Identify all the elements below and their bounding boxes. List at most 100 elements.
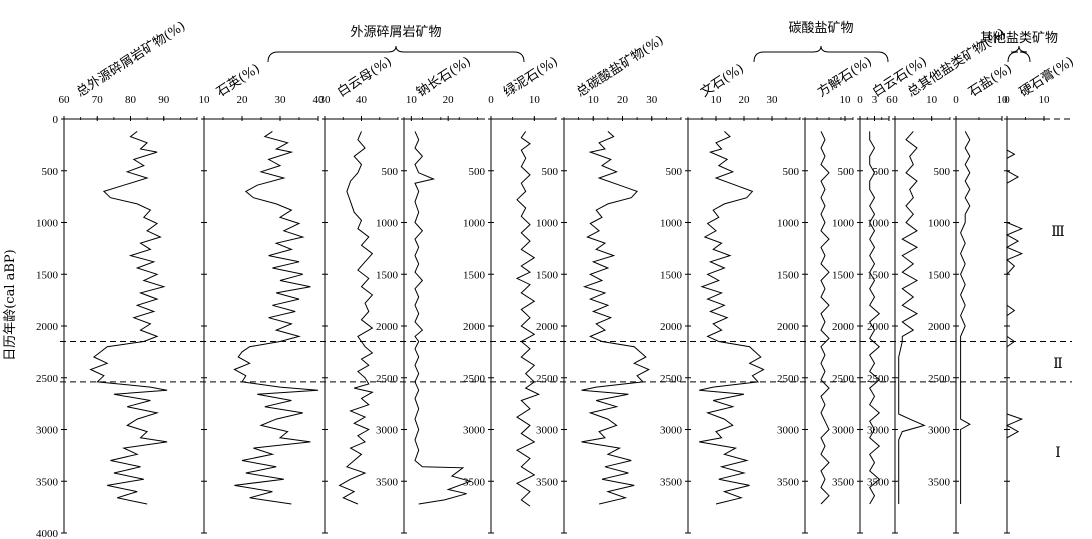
y-tick-label: 2500 bbox=[832, 373, 855, 385]
x-tick-label: 0 bbox=[488, 94, 494, 106]
y-tick-label: 1000 bbox=[832, 218, 855, 230]
x-tick-label: 0 bbox=[1004, 94, 1010, 106]
group-bracket bbox=[267, 45, 525, 63]
x-tick-label: 90 bbox=[158, 94, 170, 106]
y-tick-label: 2500 bbox=[376, 373, 399, 385]
y-tick-label: 500 bbox=[42, 166, 59, 178]
y-tick-label: 1500 bbox=[463, 269, 486, 281]
y-tick-label: 2000 bbox=[376, 321, 399, 333]
series-line bbox=[515, 131, 541, 507]
y-tick-label: 1500 bbox=[867, 269, 890, 281]
y-tick-label: 1000 bbox=[867, 218, 890, 230]
y-tick-label: 3500 bbox=[832, 476, 855, 488]
panel-title: 总碳酸盐矿物(%) bbox=[574, 33, 666, 100]
y-tick-label: 1500 bbox=[832, 269, 855, 281]
y-tick-label: 3500 bbox=[536, 476, 559, 488]
series-line bbox=[1005, 131, 1024, 504]
y-tick-label: 500 bbox=[542, 166, 559, 178]
y-tick-label: 3500 bbox=[867, 476, 890, 488]
zone-label-3: Ⅲ bbox=[1051, 224, 1065, 240]
y-tick-label: 2000 bbox=[36, 321, 59, 333]
y-tick-label: 3000 bbox=[867, 425, 890, 437]
x-tick-label: 0 bbox=[892, 94, 898, 106]
y-tick-label: 3000 bbox=[928, 425, 951, 437]
y-tick-label: 3000 bbox=[777, 425, 800, 437]
y-tick-label: 1000 bbox=[376, 218, 399, 230]
boundary-layer bbox=[60, 118, 1072, 383]
y-tick-label: 3000 bbox=[376, 425, 399, 437]
y-tick-label: 3000 bbox=[832, 425, 855, 437]
x-tick-label: 70 bbox=[92, 94, 104, 106]
y-tick-label: 500 bbox=[666, 166, 683, 178]
y-axis-title: 日历年龄(cal aBP) bbox=[3, 249, 18, 361]
y-tick-label: 1500 bbox=[536, 269, 559, 281]
x-tick-label: 40 bbox=[356, 94, 368, 106]
x-tick-label: 20 bbox=[617, 94, 629, 106]
panel-1: 0 500 1000 1500 2000 2500 3000 3500 4000 60 70 80 90… bbox=[36, 19, 198, 539]
y-tick-label: 2000 bbox=[928, 321, 951, 333]
y-tick-label: 500 bbox=[783, 166, 800, 178]
x-tick-label: 10 bbox=[926, 94, 938, 106]
y-tick-label: 4000 bbox=[36, 528, 59, 539]
y-tick-label: 2500 bbox=[867, 373, 890, 385]
x-tick-label: 6 bbox=[886, 94, 892, 106]
y-tick-label: 500 bbox=[838, 166, 855, 178]
series-line bbox=[581, 131, 650, 505]
group-bracket bbox=[753, 45, 889, 63]
y-tick-label: 500 bbox=[934, 166, 951, 178]
y-tick-label: 2500 bbox=[463, 373, 486, 385]
y-tick-label: 1500 bbox=[777, 269, 800, 281]
zone-label-2: Ⅱ bbox=[1053, 356, 1063, 372]
x-tick-label: 30 bbox=[767, 94, 779, 106]
y-tick-label: 1500 bbox=[928, 269, 951, 281]
group-title: 其他盐类矿物 bbox=[980, 31, 1058, 46]
y-tick-label: 1000 bbox=[463, 218, 486, 230]
y-tick-label: 3000 bbox=[463, 425, 486, 437]
x-tick-label: 20 bbox=[739, 94, 751, 106]
x-tick-label: 20 bbox=[443, 94, 455, 106]
x-tick-label: 40 bbox=[313, 94, 325, 106]
y-tick-label: 2000 bbox=[867, 321, 890, 333]
x-tick-label: 30 bbox=[275, 94, 287, 106]
x-tick-label: 10 bbox=[997, 94, 1009, 106]
x-tick-label: 3 bbox=[872, 94, 878, 106]
y-tick-label: 0 bbox=[53, 114, 59, 126]
series-line bbox=[414, 131, 472, 505]
series-line bbox=[338, 131, 374, 505]
x-tick-label: 30 bbox=[320, 94, 332, 106]
group-title: 碳酸盐矿物 bbox=[788, 21, 853, 36]
y-tick-label: 500 bbox=[382, 166, 399, 178]
series-line bbox=[820, 131, 830, 505]
panel-title: 总外源碎屑岩矿物(%) bbox=[74, 19, 188, 100]
y-tick-label: 1500 bbox=[660, 269, 683, 281]
x-tick-label: 0 bbox=[953, 94, 959, 106]
panel-6: 500 1000 1500 2000 2500 3000 3500 10 20 30总碳酸盐矿物(… bbox=[536, 33, 682, 534]
y-tick-label: 2000 bbox=[777, 321, 800, 333]
series-line bbox=[960, 131, 971, 504]
y-tick-label: 1000 bbox=[660, 218, 683, 230]
y-tick-label: 3500 bbox=[463, 476, 486, 488]
x-tick-label: 10 bbox=[711, 94, 723, 106]
y-tick-label: 2500 bbox=[928, 373, 951, 385]
x-tick-label: 10 bbox=[406, 94, 418, 106]
y-tick-label: 2500 bbox=[777, 373, 800, 385]
y-tick-label: 3500 bbox=[660, 476, 683, 488]
x-tick-label: 10 bbox=[840, 94, 852, 106]
y-tick-label: 3500 bbox=[36, 476, 59, 488]
y-tick-label: 3000 bbox=[36, 425, 59, 437]
x-tick-label: 10 bbox=[588, 94, 600, 106]
y-tick-label: 2000 bbox=[536, 321, 559, 333]
y-tick-label: 1500 bbox=[36, 269, 59, 281]
y-tick-label: 2500 bbox=[36, 373, 59, 385]
series-line bbox=[233, 130, 319, 505]
